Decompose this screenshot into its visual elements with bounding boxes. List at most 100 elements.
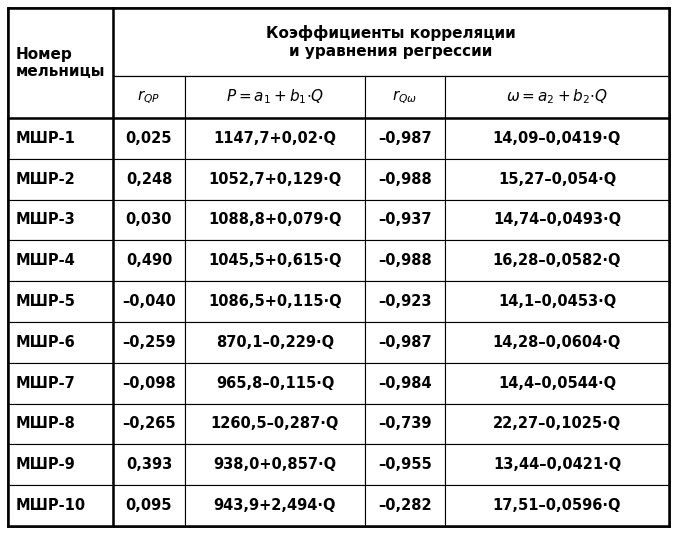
Text: –0,040: –0,040 bbox=[122, 294, 176, 309]
Text: 1147,7+0,02·Q: 1147,7+0,02·Q bbox=[213, 131, 336, 146]
Bar bbox=[185, 76, 365, 118]
Text: 938,0+0,857·Q: 938,0+0,857·Q bbox=[213, 457, 336, 472]
Bar bbox=[365, 118, 445, 159]
Bar bbox=[185, 159, 365, 200]
Bar bbox=[185, 404, 365, 444]
Text: –0,987: –0,987 bbox=[378, 131, 432, 146]
Bar bbox=[113, 240, 185, 281]
Bar bbox=[445, 240, 669, 281]
Bar bbox=[445, 200, 669, 240]
Text: –0,098: –0,098 bbox=[122, 376, 176, 391]
Text: –0,739: –0,739 bbox=[378, 417, 432, 431]
Text: –0,955: –0,955 bbox=[378, 457, 432, 472]
Text: 16,28–0,0582·Q: 16,28–0,0582·Q bbox=[493, 253, 621, 268]
Bar bbox=[8, 240, 113, 281]
Bar bbox=[445, 322, 669, 363]
Text: –0,988: –0,988 bbox=[378, 172, 432, 187]
Text: 0,248: 0,248 bbox=[126, 172, 172, 187]
Text: $\omega = a_2 + b_2{\cdot}Q$: $\omega = a_2 + b_2{\cdot}Q$ bbox=[506, 88, 608, 106]
Text: МШР-1: МШР-1 bbox=[16, 131, 76, 146]
Text: 0,393: 0,393 bbox=[126, 457, 172, 472]
Text: МШР-5: МШР-5 bbox=[16, 294, 76, 309]
Bar bbox=[8, 485, 113, 526]
Bar bbox=[365, 485, 445, 526]
Text: 14,1–0,0453·Q: 14,1–0,0453·Q bbox=[498, 294, 616, 309]
Bar bbox=[8, 159, 113, 200]
Bar bbox=[365, 281, 445, 322]
Text: МШР-7: МШР-7 bbox=[16, 376, 76, 391]
Bar bbox=[185, 322, 365, 363]
Bar bbox=[185, 118, 365, 159]
Text: МШР-2: МШР-2 bbox=[16, 172, 76, 187]
Bar bbox=[113, 281, 185, 322]
Text: –0,259: –0,259 bbox=[122, 335, 176, 350]
Bar bbox=[113, 118, 185, 159]
Text: 0,025: 0,025 bbox=[126, 131, 172, 146]
Bar bbox=[8, 200, 113, 240]
Text: –0,984: –0,984 bbox=[378, 376, 432, 391]
Bar bbox=[113, 322, 185, 363]
Text: 15,27–0,054·Q: 15,27–0,054·Q bbox=[498, 172, 616, 187]
Bar bbox=[113, 76, 185, 118]
Text: 1045,5+0,615·Q: 1045,5+0,615·Q bbox=[209, 253, 342, 268]
Bar bbox=[185, 363, 365, 404]
Bar bbox=[445, 118, 669, 159]
Text: 14,09–0,0419·Q: 14,09–0,0419·Q bbox=[493, 131, 621, 146]
Bar bbox=[185, 200, 365, 240]
Bar bbox=[113, 444, 185, 485]
Bar bbox=[113, 363, 185, 404]
Text: МШР-6: МШР-6 bbox=[16, 335, 76, 350]
Bar bbox=[365, 404, 445, 444]
Text: МШР-10: МШР-10 bbox=[16, 498, 86, 513]
Text: 1086,5+0,115·Q: 1086,5+0,115·Q bbox=[209, 294, 342, 309]
Text: $P = a_1 + b_1{\cdot}Q$: $P = a_1 + b_1{\cdot}Q$ bbox=[226, 88, 324, 106]
Bar bbox=[8, 118, 113, 159]
Bar bbox=[445, 404, 669, 444]
Bar bbox=[113, 485, 185, 526]
Text: 17,51–0,0596·Q: 17,51–0,0596·Q bbox=[493, 498, 621, 513]
Bar bbox=[113, 159, 185, 200]
Bar bbox=[185, 240, 365, 281]
Bar bbox=[8, 404, 113, 444]
Bar bbox=[8, 8, 113, 118]
Text: –0,937: –0,937 bbox=[378, 213, 432, 227]
Text: 14,4–0,0544·Q: 14,4–0,0544·Q bbox=[498, 376, 616, 391]
Bar bbox=[113, 8, 669, 76]
Text: 13,44–0,0421·Q: 13,44–0,0421·Q bbox=[493, 457, 621, 472]
Text: 943,9+2,494·Q: 943,9+2,494·Q bbox=[214, 498, 336, 513]
Bar bbox=[445, 159, 669, 200]
Text: 0,490: 0,490 bbox=[126, 253, 172, 268]
Bar bbox=[185, 281, 365, 322]
Text: 22,27–0,1025·Q: 22,27–0,1025·Q bbox=[493, 417, 621, 431]
Bar bbox=[365, 322, 445, 363]
Bar bbox=[365, 159, 445, 200]
Bar bbox=[8, 444, 113, 485]
Bar bbox=[185, 485, 365, 526]
Text: –0,282: –0,282 bbox=[378, 498, 432, 513]
Text: 0,030: 0,030 bbox=[126, 213, 172, 227]
Text: Номер
мельницы: Номер мельницы bbox=[16, 47, 105, 79]
Bar bbox=[113, 404, 185, 444]
Text: Коэффициенты корреляции
и уравнения регрессии: Коэффициенты корреляции и уравнения регр… bbox=[266, 25, 516, 59]
Bar bbox=[8, 363, 113, 404]
Text: 965,8–0,115·Q: 965,8–0,115·Q bbox=[216, 376, 334, 391]
Bar bbox=[445, 444, 669, 485]
Text: 1052,7+0,129·Q: 1052,7+0,129·Q bbox=[209, 172, 342, 187]
Bar bbox=[445, 76, 669, 118]
Text: 14,28–0,0604·Q: 14,28–0,0604·Q bbox=[493, 335, 621, 350]
Bar bbox=[365, 444, 445, 485]
Bar bbox=[8, 322, 113, 363]
Text: МШР-9: МШР-9 bbox=[16, 457, 76, 472]
Bar bbox=[445, 281, 669, 322]
Text: МШР-4: МШР-4 bbox=[16, 253, 76, 268]
Text: МШР-3: МШР-3 bbox=[16, 213, 76, 227]
Text: $r_{Q\omega}$: $r_{Q\omega}$ bbox=[393, 88, 418, 106]
Text: МШР-8: МШР-8 bbox=[16, 417, 76, 431]
Bar bbox=[185, 444, 365, 485]
Text: 0,095: 0,095 bbox=[126, 498, 172, 513]
Text: 870,1–0,229·Q: 870,1–0,229·Q bbox=[216, 335, 334, 350]
Bar bbox=[113, 200, 185, 240]
Text: –0,988: –0,988 bbox=[378, 253, 432, 268]
Text: –0,987: –0,987 bbox=[378, 335, 432, 350]
Text: 1260,5–0,287·Q: 1260,5–0,287·Q bbox=[211, 417, 339, 431]
